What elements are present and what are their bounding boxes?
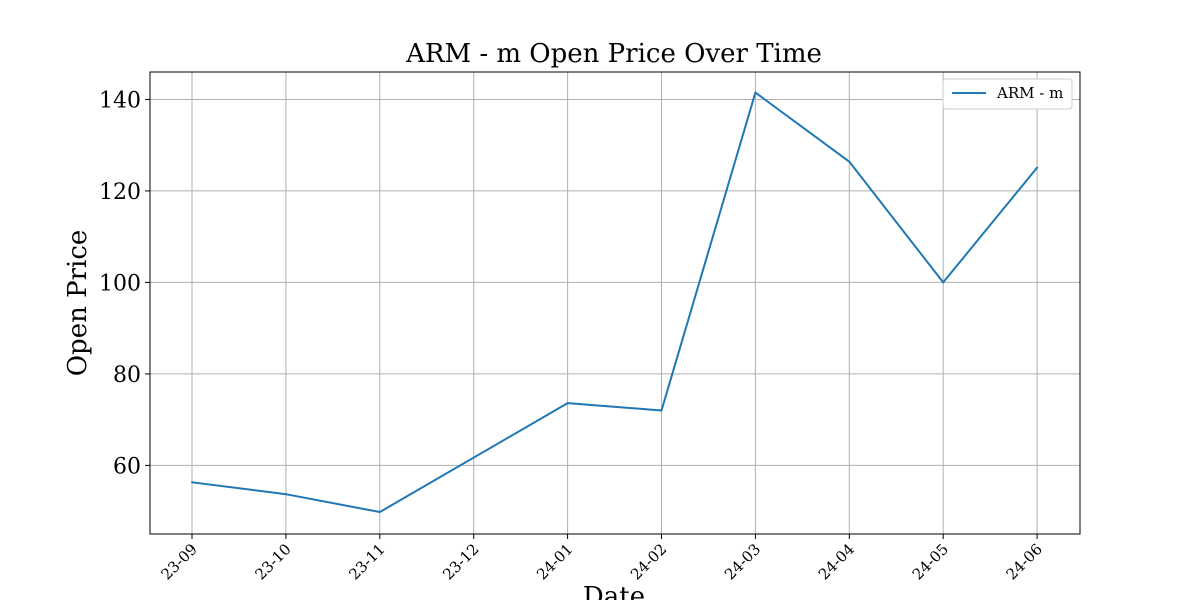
series-lines [191, 91, 1039, 514]
data-point [566, 402, 569, 405]
legend-box [942, 78, 1073, 110]
chart-title: ARM - m Open Price Over Time [405, 39, 822, 69]
y-tick-label: 140 [99, 88, 141, 113]
data-point [942, 281, 945, 284]
data-point [660, 409, 663, 412]
legend-label-arm-m: ARM - m [996, 84, 1063, 102]
data-point [284, 493, 287, 496]
y-tick-label: 60 [113, 454, 141, 479]
data-point [378, 511, 381, 514]
y-tick-label: 100 [99, 271, 141, 296]
data-point [848, 160, 851, 163]
grid [150, 72, 1080, 534]
y-tick-label: 120 [99, 180, 141, 205]
data-point [754, 91, 757, 94]
x-axis-label: Date [583, 582, 645, 600]
y-axis-label: Open Price [63, 230, 93, 377]
data-point [1036, 166, 1039, 169]
plot-area-frame [149, 71, 1081, 535]
legend: ARM - m [942, 78, 1073, 110]
data-point [191, 481, 193, 484]
y-tick-label: 80 [113, 363, 141, 388]
